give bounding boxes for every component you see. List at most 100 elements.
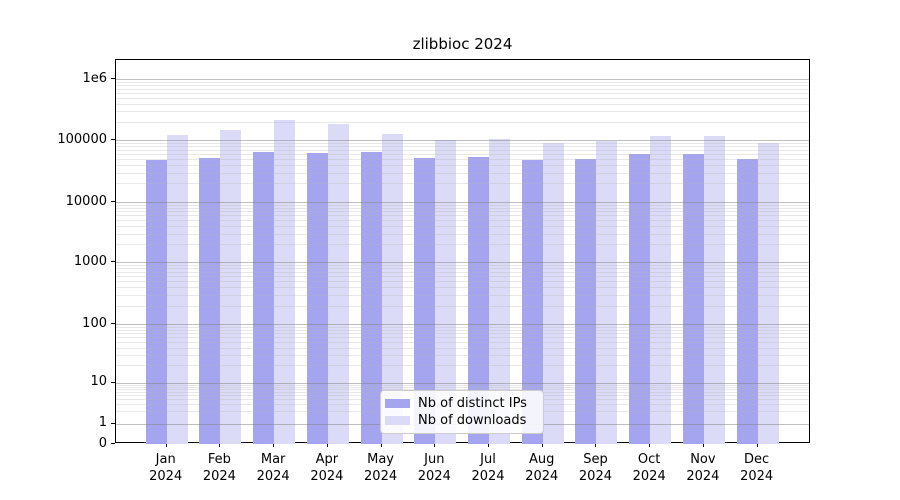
minor-gridline — [116, 172, 809, 174]
bar-distinct-ips-jan — [145, 160, 167, 444]
chart-title: zlibbioc 2024 — [412, 35, 513, 53]
minor-gridline — [116, 207, 809, 209]
y-axis-tick — [111, 261, 115, 263]
minor-gridline — [116, 326, 809, 328]
minor-gridline — [116, 85, 809, 87]
x-tick-label: Aug 2024 — [525, 452, 559, 484]
x-tick-label: Jun 2024 — [417, 452, 451, 484]
bar-distinct-ips-may — [360, 152, 382, 444]
y-axis-tick — [111, 139, 115, 141]
bar-downloads-sep — [596, 141, 618, 444]
minor-gridline — [116, 333, 809, 335]
minor-gridline — [116, 347, 809, 349]
minor-gridline — [116, 204, 809, 206]
minor-gridline — [116, 220, 809, 222]
x-axis-tick — [434, 443, 436, 447]
x-axis-tick — [488, 443, 490, 447]
bar-downloads-apr — [327, 124, 349, 444]
x-tick-label: Jul 2024 — [471, 452, 505, 484]
minor-gridline — [116, 354, 809, 356]
major-gridline — [116, 202, 809, 203]
minor-gridline — [116, 265, 809, 267]
x-axis-tick — [273, 443, 275, 447]
bar-distinct-ips-nov — [682, 153, 704, 444]
y-tick-label: 1 — [98, 415, 107, 431]
y-axis-tick — [111, 201, 115, 202]
minor-gridline — [116, 294, 809, 296]
bar-downloads-nov — [703, 135, 725, 444]
y-axis-tick — [111, 381, 115, 383]
bar-distinct-ips-jul — [468, 156, 490, 444]
bar-downloads-jun — [435, 140, 457, 444]
y-tick-label: 1000 — [73, 253, 107, 269]
x-tick-label: Apr 2024 — [310, 452, 344, 484]
x-axis-tick — [380, 443, 382, 447]
minor-gridline — [116, 244, 809, 246]
minor-gridline — [116, 341, 809, 343]
bar-distinct-ips-oct — [629, 153, 651, 444]
minor-gridline — [116, 146, 809, 148]
minor-gridline — [116, 271, 809, 273]
minor-gridline — [116, 88, 809, 90]
legend-swatch-downloads — [385, 416, 410, 425]
legend-label-distinct-ips: Nb of distinct IPs — [418, 396, 527, 411]
x-axis-tick — [165, 443, 167, 447]
minor-gridline — [116, 111, 809, 113]
minor-gridline — [116, 386, 809, 388]
minor-gridline — [116, 276, 809, 278]
x-tick-label: Feb 2024 — [202, 452, 236, 484]
bar-distinct-ips-mar — [253, 151, 275, 444]
x-tick-label: Nov 2024 — [686, 452, 720, 484]
minor-gridline — [116, 153, 809, 155]
minor-gridline — [116, 82, 809, 84]
x-tick-label: May 2024 — [364, 452, 398, 484]
bar-distinct-ips-sep — [575, 159, 597, 444]
x-axis-tick — [595, 443, 597, 447]
y-axis-tick — [111, 323, 115, 325]
minor-gridline — [116, 337, 809, 339]
y-tick-label: 10 — [90, 374, 107, 390]
bar-distinct-ips-feb — [199, 158, 221, 444]
minor-gridline — [116, 233, 809, 235]
minor-gridline — [116, 103, 809, 105]
y-axis-tick — [111, 443, 115, 444]
y-tick-label: 100000 — [57, 131, 107, 147]
minor-gridline — [116, 389, 809, 391]
x-tick-label: Sep 2024 — [578, 452, 612, 484]
bar-downloads-may — [381, 134, 403, 444]
legend-entry-distinct-ips: Nb of distinct IPs — [385, 395, 536, 412]
minor-gridline — [116, 158, 809, 160]
bar-distinct-ips-dec — [736, 158, 758, 444]
bar-distinct-ips-aug — [521, 159, 543, 444]
bar-distinct-ips-jun — [414, 158, 436, 444]
minor-gridline — [116, 215, 809, 217]
minor-gridline — [116, 92, 809, 94]
x-tick-label: Mar 2024 — [256, 452, 290, 484]
major-gridline — [116, 382, 809, 384]
minor-gridline — [116, 305, 809, 307]
x-axis-tick — [756, 443, 758, 447]
major-gridline — [116, 79, 809, 81]
x-tick-label: Dec 2024 — [740, 452, 774, 484]
minor-gridline — [116, 183, 809, 185]
x-tick-label: Jan 2024 — [149, 452, 183, 484]
y-tick-label: 10000 — [65, 193, 107, 209]
major-gridline — [116, 262, 809, 264]
y-tick-label: 100 — [82, 315, 107, 331]
bar-downloads-feb — [220, 129, 242, 444]
plot-area — [115, 59, 810, 444]
minor-gridline — [116, 286, 809, 288]
bar-downloads-aug — [542, 143, 564, 444]
minor-gridline — [116, 384, 809, 386]
y-axis-tick — [111, 422, 115, 424]
major-gridline — [116, 140, 809, 142]
minor-gridline — [116, 268, 809, 270]
bar-distinct-ips-apr — [306, 152, 328, 444]
x-axis-tick — [649, 443, 651, 447]
bar-downloads-jul — [489, 139, 511, 444]
legend-entry-downloads: Nb of downloads — [385, 412, 536, 429]
bar-downloads-jan — [166, 135, 188, 444]
legend: Nb of distinct IPs Nb of downloads — [380, 390, 544, 434]
y-axis-tick — [111, 78, 115, 80]
